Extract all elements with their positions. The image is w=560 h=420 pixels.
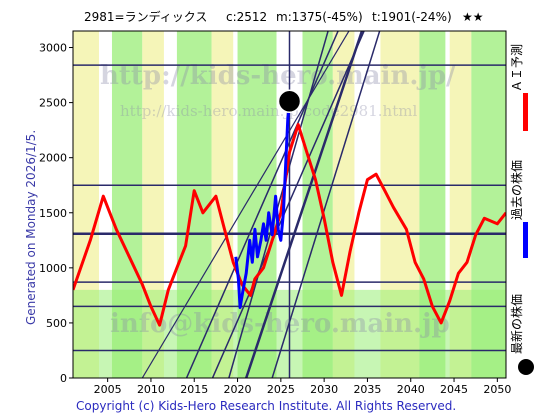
trend-line-2 (228, 31, 329, 378)
latest-marker-layer (277, 89, 302, 114)
y-tick-label: 1500 (39, 207, 67, 220)
trend-line-4 (271, 31, 381, 378)
y-tick-label: 2000 (39, 152, 67, 165)
header-current: c:2512 (226, 10, 267, 24)
x-tick-label: 2035 (353, 383, 381, 396)
watermarks: http://kids-hero.main.jp/ http://kids-he… (100, 61, 456, 339)
background-bands (73, 31, 506, 378)
copyright: Copyright (c) Kids-Hero Research Institu… (76, 399, 456, 413)
x-tick-label: 2040 (397, 383, 425, 396)
x-axis: 2005 2010 2015 2020 2025 2030 2035 2040 2045 2050 (94, 378, 511, 396)
legend: ＡＩ予測 過去の株価 最新の株価 (509, 44, 534, 375)
x-tick-label: 2010 (137, 383, 165, 396)
trend-line-5 (141, 31, 350, 378)
series-ai-forecast (73, 123, 506, 327)
trend-line-1 (185, 31, 339, 378)
x-tick-label: 2005 (94, 383, 122, 396)
header-max: m:1375(-45%) (276, 10, 363, 24)
x-tick-label: 2050 (483, 383, 511, 396)
x-tick-label: 2045 (440, 383, 468, 396)
legend-past-price-swatch (523, 222, 528, 258)
legend-latest-price-marker (518, 359, 534, 375)
y-tick-label: 1000 (39, 262, 67, 275)
x-tick-label: 2025 (267, 383, 295, 396)
legend-latest-price-label: 最新の株価 (509, 294, 524, 354)
header-code-name: 2981=ランディックス (84, 9, 207, 24)
legend-past-price-label: 過去の株価 (509, 160, 524, 220)
watermark-main: http://kids-hero.main.jp/ (100, 61, 456, 91)
legend-ai-forecast-swatch (523, 93, 528, 131)
generated-note: Generated on Monday 2026/1/5. (24, 130, 38, 325)
watermark-sub: http://kids-hero.main.jp/code2981.html (120, 102, 417, 120)
y-tick-label: 3000 (39, 42, 67, 55)
x-tick-label: 2020 (224, 383, 252, 396)
plot-frame (72, 30, 507, 379)
x-tick-label: 2030 (310, 383, 338, 396)
y-tick-label: 0 (60, 372, 67, 385)
y-tick-label: 2500 (39, 97, 67, 110)
header-target: t:1901(-24%) (372, 10, 452, 24)
trend-lines (141, 31, 381, 378)
latest-price-marker (277, 89, 302, 114)
y-tick-label: 500 (46, 317, 67, 330)
legend-ai-forecast-label: ＡＩ予測 (510, 44, 524, 92)
trend-line-3 (245, 31, 364, 378)
y-axis: 0 500 1000 1500 2000 2500 3000 (39, 42, 73, 385)
watermark-email: info@kids-hero.main.jp (110, 309, 450, 339)
series-layer (73, 101, 506, 327)
series-past-price (234, 101, 291, 309)
header-stars: ★★ (462, 10, 484, 24)
x-tick-label: 2015 (180, 383, 208, 396)
